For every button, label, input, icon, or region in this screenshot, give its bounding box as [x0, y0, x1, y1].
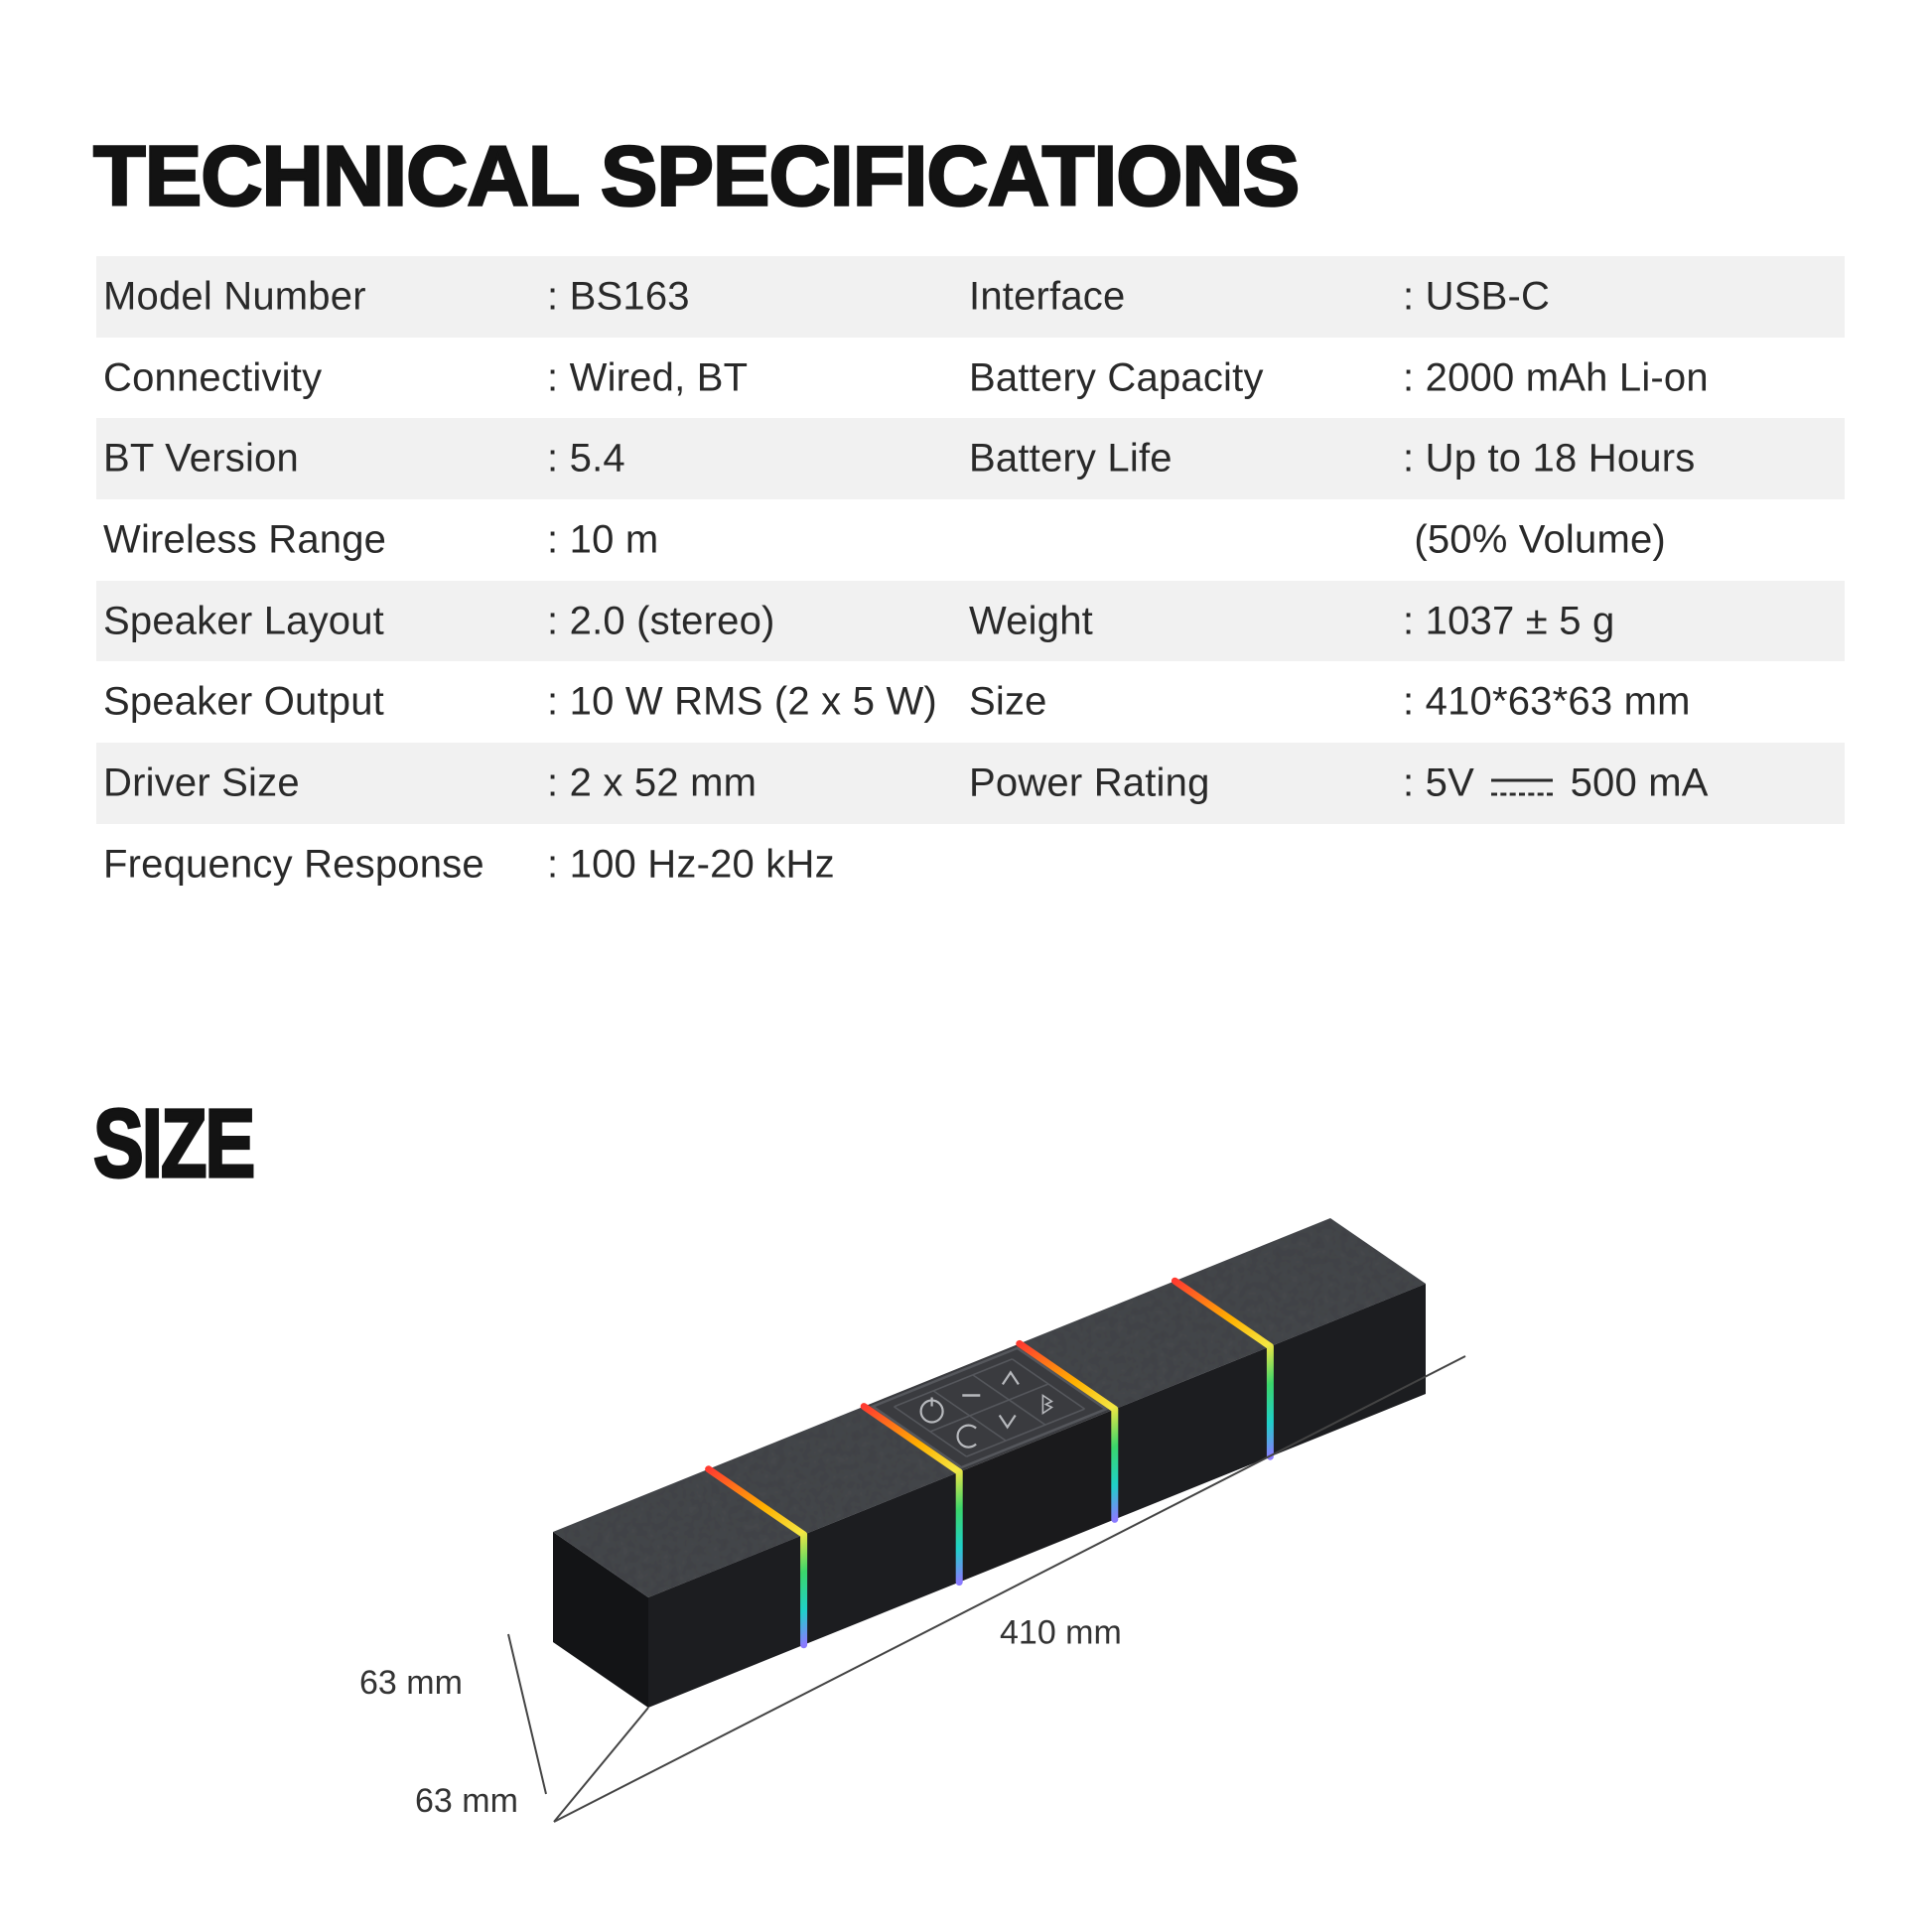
svg-text:63 mm: 63 mm: [415, 1782, 518, 1820]
svg-text:63 mm: 63 mm: [359, 1664, 463, 1702]
svg-text:410 mm: 410 mm: [1000, 1614, 1122, 1652]
